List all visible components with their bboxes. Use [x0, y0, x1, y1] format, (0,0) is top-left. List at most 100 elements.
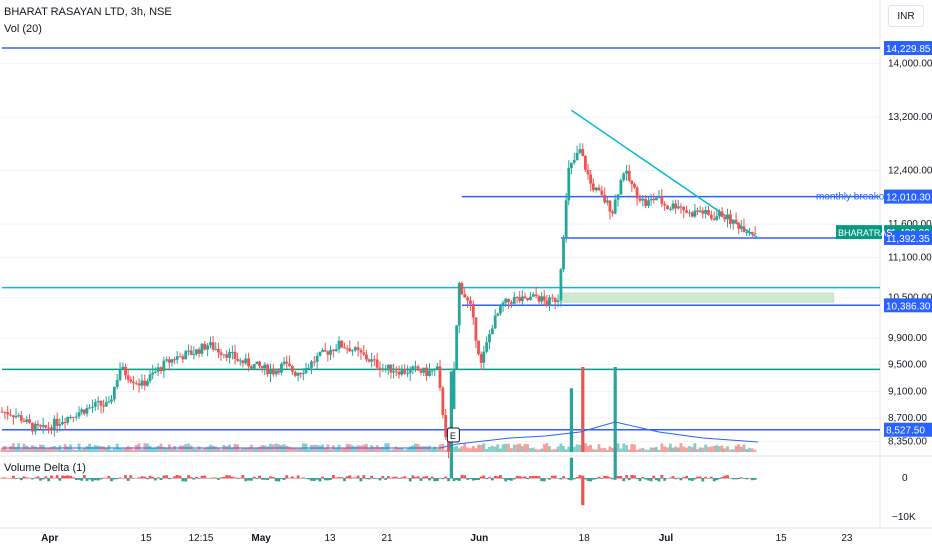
candle-body — [416, 366, 420, 371]
volume-bar — [679, 443, 683, 452]
candle-body — [709, 214, 713, 219]
price-tick-label: 13,200.00 — [888, 112, 932, 123]
delta-bar — [520, 477, 524, 479]
volume-bar — [170, 448, 174, 452]
volume-bar — [195, 449, 198, 452]
price-badge-text: 12,010.30 — [886, 193, 931, 204]
volume-bar — [280, 445, 283, 452]
volume-bar — [444, 449, 448, 452]
volume-bar — [567, 446, 571, 452]
candle-body — [581, 149, 585, 157]
candle-body — [50, 427, 53, 430]
delta-bar — [244, 478, 248, 482]
delta-bar — [457, 478, 461, 481]
candle-body — [507, 298, 510, 303]
delta-bar — [553, 475, 557, 479]
symbol-tag-text: BHARATRAS — [838, 228, 892, 238]
volume-bar — [529, 448, 532, 452]
delta-bar — [315, 478, 319, 480]
volume-bar — [107, 445, 111, 452]
candle-body — [192, 353, 196, 355]
candle-body — [173, 359, 176, 361]
volume-bar — [447, 445, 450, 452]
candle-body — [375, 359, 379, 368]
price-tick-label: 12,400.00 — [888, 166, 932, 177]
delta-bar — [479, 476, 483, 479]
volume-bar — [36, 448, 40, 452]
candle-body — [233, 351, 237, 360]
volume-bar — [299, 447, 303, 452]
candle-body — [63, 422, 67, 424]
delta-bar — [556, 478, 560, 479]
candle-body — [132, 381, 135, 384]
price-badge[interactable] — [884, 41, 932, 56]
candle-body — [211, 342, 215, 350]
candle-body — [228, 351, 231, 358]
delta-bar — [591, 478, 595, 480]
volume-bar — [600, 448, 604, 452]
delta-bar — [137, 477, 141, 479]
volume-indicator-label[interactable]: Vol (20) — [4, 23, 42, 35]
volume-bar — [244, 448, 248, 452]
volume-bar — [378, 447, 382, 452]
price-badge[interactable] — [884, 298, 932, 313]
candle-body — [638, 198, 642, 201]
symbol-tag[interactable] — [836, 225, 882, 240]
candle-body — [187, 350, 190, 352]
volume-bar — [411, 445, 415, 452]
delta-bar — [408, 478, 412, 482]
delta-bar — [282, 478, 286, 481]
delta-bar — [301, 477, 305, 479]
volume-bar — [310, 445, 313, 452]
volume-bar — [61, 449, 64, 452]
volume-bar — [619, 448, 623, 452]
delta-bar — [526, 478, 529, 480]
candle-body — [104, 402, 108, 407]
candle-body — [397, 371, 401, 375]
delta-bar — [564, 477, 568, 479]
delta-bar — [9, 477, 12, 479]
candle-body — [33, 423, 37, 432]
volume-bar — [112, 448, 116, 452]
candle-body — [428, 370, 431, 376]
time-tick-label: 12:15 — [188, 533, 213, 544]
volume-bar — [66, 446, 70, 452]
volume-bar — [178, 445, 182, 452]
candle-body — [422, 367, 426, 373]
delta-bar — [625, 475, 628, 479]
candle-body — [457, 283, 461, 326]
volume-bar — [701, 447, 705, 452]
price-badge[interactable] — [884, 422, 932, 437]
candle-body — [671, 203, 675, 209]
price-badge[interactable] — [884, 189, 932, 204]
candle-body — [688, 212, 691, 214]
volume-bar — [219, 449, 223, 452]
candle-body — [310, 361, 313, 368]
support-zone[interactable] — [560, 292, 835, 304]
volume-bar — [206, 446, 210, 452]
candle-body — [531, 294, 535, 297]
delta-bar — [69, 475, 72, 479]
candle-body — [509, 302, 513, 304]
volume-bar — [603, 448, 607, 452]
delta-bar — [307, 478, 310, 480]
candle-body — [365, 354, 368, 360]
candle-body — [129, 379, 133, 382]
candle-body — [435, 366, 439, 369]
candle-body — [750, 231, 754, 234]
delta-bar — [750, 478, 754, 481]
volume-bar — [482, 443, 486, 452]
candle-body — [244, 358, 248, 364]
delta-bar — [277, 478, 281, 482]
delta-bar — [148, 475, 152, 479]
candle-body — [578, 149, 582, 153]
delta-bar — [93, 478, 97, 481]
delta-bar — [720, 477, 724, 479]
earnings-marker[interactable] — [446, 427, 460, 443]
volume-delta-label[interactable]: Volume Delta (1) — [4, 462, 86, 474]
volume-bar — [192, 448, 196, 452]
price-badge[interactable] — [884, 230, 932, 245]
currency-button[interactable]: INR — [888, 5, 924, 27]
volume-bar — [165, 448, 169, 452]
